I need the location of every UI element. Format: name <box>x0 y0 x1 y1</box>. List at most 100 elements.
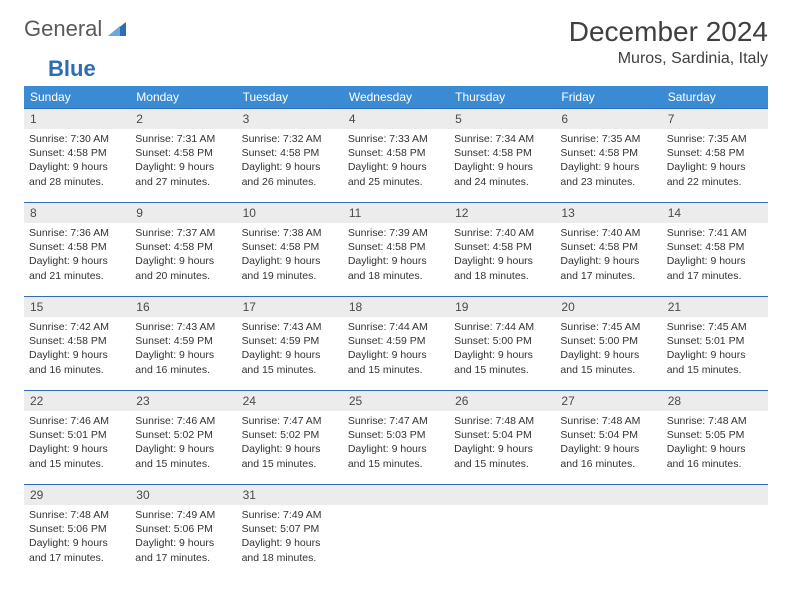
daylight-line-2: and 16 minutes. <box>560 457 656 471</box>
daylight-line-1: Daylight: 9 hours <box>242 348 338 362</box>
day-number: 7 <box>662 108 768 129</box>
sunrise-line: Sunrise: 7:47 AM <box>242 414 338 428</box>
daylight-line-1: Daylight: 9 hours <box>348 160 444 174</box>
day-cell: 9Sunrise: 7:37 AMSunset: 4:58 PMDaylight… <box>130 202 236 290</box>
day-number: 4 <box>343 108 449 129</box>
daylight-line-2: and 15 minutes. <box>348 363 444 377</box>
daylight-line-2: and 16 minutes. <box>135 363 231 377</box>
daylight-line-1: Daylight: 9 hours <box>667 254 763 268</box>
sunset-line: Sunset: 4:58 PM <box>667 240 763 254</box>
day-cell: 14Sunrise: 7:41 AMSunset: 4:58 PMDayligh… <box>662 202 768 290</box>
week-row: 15Sunrise: 7:42 AMSunset: 4:58 PMDayligh… <box>24 296 768 384</box>
sunset-line: Sunset: 4:58 PM <box>242 146 338 160</box>
sunset-line: Sunset: 5:00 PM <box>560 334 656 348</box>
day-number: 25 <box>343 390 449 411</box>
sunset-line: Sunset: 5:04 PM <box>560 428 656 442</box>
day-cell: 2Sunrise: 7:31 AMSunset: 4:58 PMDaylight… <box>130 108 236 196</box>
day-cell: 27Sunrise: 7:48 AMSunset: 5:04 PMDayligh… <box>555 390 661 478</box>
sunrise-line: Sunrise: 7:44 AM <box>454 320 550 334</box>
day-info: Sunrise: 7:41 AMSunset: 4:58 PMDaylight:… <box>662 223 768 287</box>
sunset-line: Sunset: 5:03 PM <box>348 428 444 442</box>
day-header-row: Sunday Monday Tuesday Wednesday Thursday… <box>24 86 768 108</box>
day-cell: 10Sunrise: 7:38 AMSunset: 4:58 PMDayligh… <box>237 202 343 290</box>
day-number: 5 <box>449 108 555 129</box>
day-number: 21 <box>662 296 768 317</box>
daylight-line-1: Daylight: 9 hours <box>454 442 550 456</box>
logo-sail-icon <box>106 20 128 38</box>
daylight-line-2: and 21 minutes. <box>29 269 125 283</box>
sunrise-line: Sunrise: 7:34 AM <box>454 132 550 146</box>
daylight-line-2: and 28 minutes. <box>29 175 125 189</box>
sunset-line: Sunset: 4:58 PM <box>560 146 656 160</box>
sunrise-line: Sunrise: 7:41 AM <box>667 226 763 240</box>
sunset-line: Sunset: 5:01 PM <box>29 428 125 442</box>
sunset-line: Sunset: 5:00 PM <box>454 334 550 348</box>
day-cell: 20Sunrise: 7:45 AMSunset: 5:00 PMDayligh… <box>555 296 661 384</box>
day-info: Sunrise: 7:43 AMSunset: 4:59 PMDaylight:… <box>130 317 236 381</box>
daylight-line-1: Daylight: 9 hours <box>560 348 656 362</box>
dayhead-tue: Tuesday <box>237 86 343 108</box>
day-cell <box>343 484 449 572</box>
daylight-line-1: Daylight: 9 hours <box>29 254 125 268</box>
day-number: 16 <box>130 296 236 317</box>
daylight-line-1: Daylight: 9 hours <box>667 348 763 362</box>
daylight-line-1: Daylight: 9 hours <box>560 254 656 268</box>
dayhead-wed: Wednesday <box>343 86 449 108</box>
daylight-line-1: Daylight: 9 hours <box>242 536 338 550</box>
sunrise-line: Sunrise: 7:49 AM <box>242 508 338 522</box>
daylight-line-2: and 16 minutes. <box>29 363 125 377</box>
sunrise-line: Sunrise: 7:40 AM <box>454 226 550 240</box>
daylight-line-1: Daylight: 9 hours <box>242 254 338 268</box>
day-info: Sunrise: 7:44 AMSunset: 4:59 PMDaylight:… <box>343 317 449 381</box>
sunrise-line: Sunrise: 7:49 AM <box>135 508 231 522</box>
day-number: 18 <box>343 296 449 317</box>
sunrise-line: Sunrise: 7:38 AM <box>242 226 338 240</box>
day-info: Sunrise: 7:49 AMSunset: 5:07 PMDaylight:… <box>237 505 343 569</box>
sunset-line: Sunset: 4:58 PM <box>242 240 338 254</box>
sunset-line: Sunset: 5:05 PM <box>667 428 763 442</box>
day-info: Sunrise: 7:36 AMSunset: 4:58 PMDaylight:… <box>24 223 130 287</box>
sunrise-line: Sunrise: 7:32 AM <box>242 132 338 146</box>
day-info: Sunrise: 7:40 AMSunset: 4:58 PMDaylight:… <box>449 223 555 287</box>
daylight-line-2: and 27 minutes. <box>135 175 231 189</box>
sunrise-line: Sunrise: 7:37 AM <box>135 226 231 240</box>
daylight-line-2: and 17 minutes. <box>560 269 656 283</box>
dayhead-thu: Thursday <box>449 86 555 108</box>
daylight-line-2: and 20 minutes. <box>135 269 231 283</box>
day-number: 15 <box>24 296 130 317</box>
day-number: 19 <box>449 296 555 317</box>
day-info: Sunrise: 7:43 AMSunset: 4:59 PMDaylight:… <box>237 317 343 381</box>
day-cell: 21Sunrise: 7:45 AMSunset: 5:01 PMDayligh… <box>662 296 768 384</box>
sunset-line: Sunset: 4:58 PM <box>560 240 656 254</box>
sunset-line: Sunset: 4:58 PM <box>454 146 550 160</box>
day-number: 9 <box>130 202 236 223</box>
daylight-line-1: Daylight: 9 hours <box>135 536 231 550</box>
daylight-line-1: Daylight: 9 hours <box>135 348 231 362</box>
day-info: Sunrise: 7:34 AMSunset: 4:58 PMDaylight:… <box>449 129 555 193</box>
daylight-line-2: and 26 minutes. <box>242 175 338 189</box>
day-info: Sunrise: 7:49 AMSunset: 5:06 PMDaylight:… <box>130 505 236 569</box>
daylight-line-1: Daylight: 9 hours <box>242 160 338 174</box>
daylight-line-2: and 24 minutes. <box>454 175 550 189</box>
month-title: December 2024 <box>569 16 768 48</box>
sunrise-line: Sunrise: 7:35 AM <box>667 132 763 146</box>
sunrise-line: Sunrise: 7:35 AM <box>560 132 656 146</box>
sunset-line: Sunset: 4:58 PM <box>348 146 444 160</box>
day-cell: 17Sunrise: 7:43 AMSunset: 4:59 PMDayligh… <box>237 296 343 384</box>
daylight-line-1: Daylight: 9 hours <box>29 348 125 362</box>
day-info: Sunrise: 7:30 AMSunset: 4:58 PMDaylight:… <box>24 129 130 193</box>
day-cell: 19Sunrise: 7:44 AMSunset: 5:00 PMDayligh… <box>449 296 555 384</box>
day-cell: 11Sunrise: 7:39 AMSunset: 4:58 PMDayligh… <box>343 202 449 290</box>
day-number: 12 <box>449 202 555 223</box>
daylight-line-1: Daylight: 9 hours <box>667 160 763 174</box>
day-cell: 4Sunrise: 7:33 AMSunset: 4:58 PMDaylight… <box>343 108 449 196</box>
sunrise-line: Sunrise: 7:40 AM <box>560 226 656 240</box>
week-row: 8Sunrise: 7:36 AMSunset: 4:58 PMDaylight… <box>24 202 768 290</box>
day-cell: 8Sunrise: 7:36 AMSunset: 4:58 PMDaylight… <box>24 202 130 290</box>
sunset-line: Sunset: 5:06 PM <box>135 522 231 536</box>
sunset-line: Sunset: 4:58 PM <box>29 240 125 254</box>
dayhead-mon: Monday <box>130 86 236 108</box>
day-info: Sunrise: 7:48 AMSunset: 5:06 PMDaylight:… <box>24 505 130 569</box>
day-number-empty <box>555 484 661 505</box>
day-info: Sunrise: 7:47 AMSunset: 5:02 PMDaylight:… <box>237 411 343 475</box>
